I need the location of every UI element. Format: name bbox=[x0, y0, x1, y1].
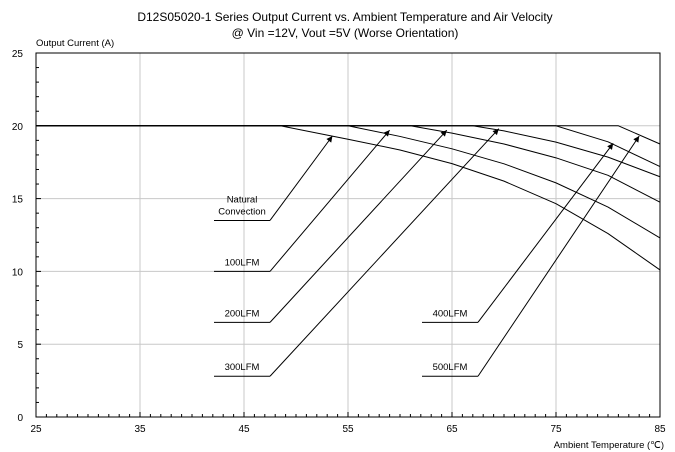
annotation-arrow-head bbox=[383, 130, 390, 137]
annotation-arrow-line bbox=[269, 128, 500, 377]
x-axis-label: Ambient Temperature (℃) bbox=[554, 440, 664, 451]
series-line-100lfm bbox=[36, 125, 661, 239]
annotation-arrow-head bbox=[607, 143, 614, 150]
annotation-arrow-head bbox=[633, 135, 640, 143]
x-tick-label-6: 85 bbox=[654, 424, 666, 435]
y-tick-label-1: 5 bbox=[17, 340, 23, 351]
annotation-4: 400LFM bbox=[422, 142, 614, 323]
annotation-arrow-line bbox=[477, 135, 640, 377]
annotation-label: 300LFM bbox=[225, 362, 260, 373]
x-tick-label-3: 55 bbox=[342, 424, 354, 435]
annotation-5: 500LFM bbox=[422, 135, 640, 377]
annotation-label: 400LFM bbox=[433, 308, 468, 319]
x-tick-label-5: 75 bbox=[550, 424, 562, 435]
annotation-2: 200LFM bbox=[214, 129, 448, 323]
series-lines bbox=[36, 125, 661, 271]
y-tick-label-5: 25 bbox=[12, 49, 24, 60]
annotation-label: 200LFM bbox=[225, 308, 260, 319]
annotation-label: Convection bbox=[218, 206, 266, 217]
annotation-arrow-head bbox=[440, 130, 447, 137]
annotation-label: 100LFM bbox=[225, 257, 260, 268]
annotation-arrow-head bbox=[492, 128, 499, 136]
annotation-arrow-head bbox=[326, 135, 333, 143]
series-line-500lfm bbox=[36, 125, 661, 145]
annotation-arrow-line bbox=[269, 135, 333, 221]
axes bbox=[35, 52, 661, 418]
annotation-arrow-line bbox=[477, 142, 614, 323]
x-tick-label-4: 65 bbox=[446, 424, 458, 435]
annotation-3: 300LFM bbox=[214, 128, 500, 377]
y-tick-label-0: 0 bbox=[17, 413, 23, 424]
y-axis-label: Output Current (A) bbox=[36, 38, 114, 49]
annotation-1: 100LFM bbox=[214, 129, 390, 272]
grid bbox=[36, 53, 660, 417]
annotation-label: Natural bbox=[227, 194, 258, 205]
y-tick-label-3: 15 bbox=[12, 195, 24, 206]
chart-title: D12S05020-1 Series Output Current vs. Am… bbox=[137, 10, 552, 24]
y-tick-label-2: 10 bbox=[12, 267, 24, 278]
x-tick-label-0: 25 bbox=[30, 424, 42, 435]
x-tick-label-2: 45 bbox=[238, 424, 250, 435]
annotation-label: 500LFM bbox=[433, 362, 468, 373]
x-tick-label-1: 35 bbox=[134, 424, 146, 435]
chart-subtitle: @ Vin =12V, Vout =5V (Worse Orientation) bbox=[232, 26, 459, 40]
annotation-arrow-line bbox=[269, 129, 448, 323]
y-tick-label-4: 20 bbox=[12, 122, 24, 133]
tick-labels: 25 35 45 55 65 75 85 0 5 10 15 20 25 bbox=[12, 49, 666, 435]
annotation-arrow-line bbox=[269, 129, 390, 272]
series-line-natural-convection bbox=[36, 125, 661, 271]
